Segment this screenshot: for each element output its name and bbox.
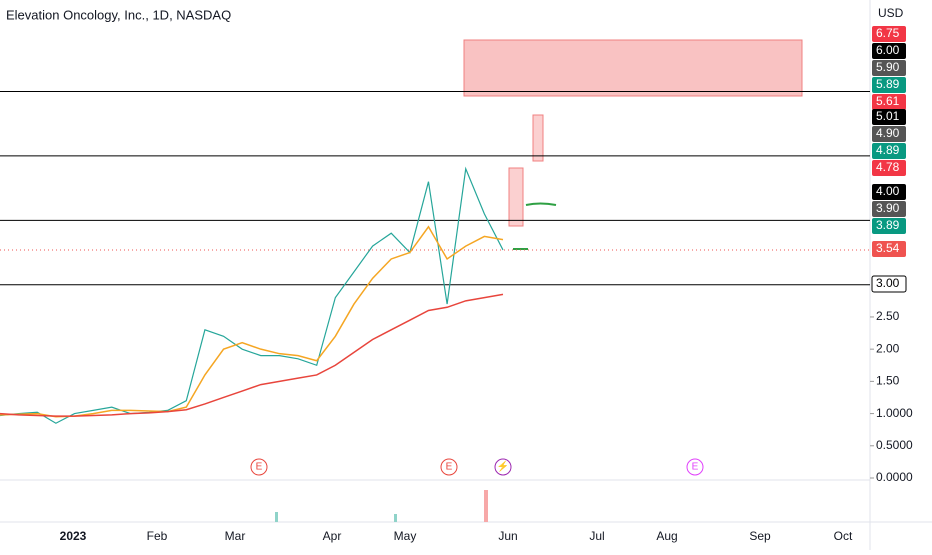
series-line xyxy=(0,225,504,418)
x-tick-label: Aug xyxy=(656,529,677,543)
price-tag-label: 5.01 xyxy=(876,109,900,123)
price-tag-label: 3.54 xyxy=(876,241,900,255)
price-tag xyxy=(872,241,906,257)
zone xyxy=(463,39,803,97)
price-tag xyxy=(872,60,906,76)
x-tick-label: Mar xyxy=(225,529,246,543)
price-tag-label: 3.00 xyxy=(876,276,900,290)
price-tag xyxy=(872,26,906,42)
currency: USD xyxy=(878,6,904,20)
price-tag-label: 4.78 xyxy=(876,160,900,174)
price-tag-label: 6.00 xyxy=(876,43,900,57)
event-badge xyxy=(250,458,268,476)
zone xyxy=(532,114,544,162)
price-tag-label: 6.75 xyxy=(876,26,900,40)
volume-bar xyxy=(394,514,397,522)
price-tag-label: 5.89 xyxy=(876,77,900,91)
y-tick-label: 2.00 xyxy=(876,341,900,355)
y-tick-label: 0.5000 xyxy=(876,438,913,452)
series-line xyxy=(0,166,504,424)
x-tick-label: Jun xyxy=(498,529,517,543)
price-tag-label: 5.61 xyxy=(876,94,900,108)
x-tick-label: May xyxy=(394,529,417,543)
price-tag xyxy=(872,109,906,125)
y-tick-label: 2.50 xyxy=(876,309,900,323)
event-badge xyxy=(494,458,512,476)
price-tag xyxy=(872,77,906,93)
series-line xyxy=(0,293,504,417)
y-tick-label: 0.0000 xyxy=(876,470,913,484)
volume-bar xyxy=(484,490,488,522)
x-tick-label: Sep xyxy=(749,529,771,543)
x-tick-label: Feb xyxy=(147,529,168,543)
y-tick-label: 1.0000 xyxy=(876,406,913,420)
price-tag-label: 4.89 xyxy=(876,143,900,157)
price-tag xyxy=(872,126,906,142)
price-tag xyxy=(871,275,907,293)
event-badge xyxy=(440,458,458,476)
x-tick-label: Oct xyxy=(834,529,853,543)
title: Elevation Oncology, Inc., 1D, NASDAQ xyxy=(6,7,231,22)
event-label: E xyxy=(256,462,263,473)
volume-bar xyxy=(275,512,278,522)
event-label: ⚡ xyxy=(497,460,509,473)
event-label: E xyxy=(446,462,453,473)
price-tag xyxy=(872,143,906,159)
price-tag xyxy=(872,218,906,234)
projection xyxy=(525,202,557,206)
event-label: E xyxy=(692,462,699,473)
price-tag-label: 4.90 xyxy=(876,126,900,140)
price-tag xyxy=(872,160,906,176)
x-tick-label: 2023 xyxy=(60,529,87,543)
price-tag-label: 4.00 xyxy=(876,184,900,198)
price-tag-label: 5.90 xyxy=(876,60,900,74)
price-tag-label: 3.90 xyxy=(876,201,900,215)
x-tick-label: Apr xyxy=(323,529,342,543)
zone xyxy=(508,167,524,227)
price-tag-label: 3.89 xyxy=(876,218,900,232)
price-tag xyxy=(872,184,906,200)
price-tag xyxy=(872,43,906,59)
y-tick-label: 1.50 xyxy=(876,374,900,388)
price-tag xyxy=(872,201,906,217)
price-tag xyxy=(872,94,906,110)
event-badge xyxy=(686,458,704,476)
x-tick-label: Jul xyxy=(589,529,604,543)
